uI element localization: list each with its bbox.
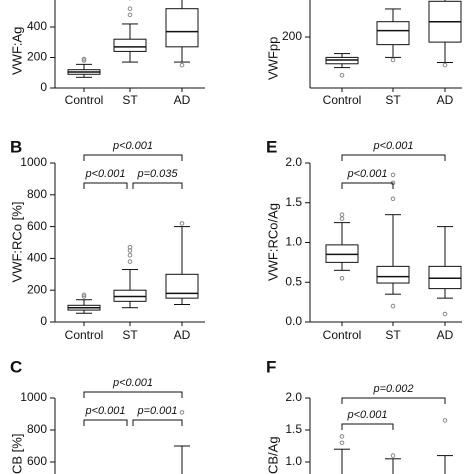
y-tick-label: 1000: [20, 390, 47, 404]
significance-bracket: [83, 182, 128, 189]
x-tick-label: AD: [174, 93, 191, 107]
panel-letter: B: [10, 137, 22, 156]
y-tick-label: 200: [282, 29, 302, 43]
x-tick-label: Control: [65, 93, 104, 107]
y-tick-label: 600: [27, 454, 47, 468]
y-tick-label: 400: [27, 251, 47, 265]
x-tick-label: Control: [323, 328, 362, 342]
x-tick-label: AD: [437, 93, 454, 107]
y-tick-label: 800: [27, 422, 47, 436]
outlier: [81, 294, 87, 299]
outlier: [390, 196, 396, 202]
outlier: [339, 212, 345, 217]
y-axis-label: VWF:RCo [%]: [9, 202, 24, 283]
y-axis-label: VWF:RCo/Ag: [265, 203, 280, 281]
outlier: [179, 221, 185, 226]
panel-letter: E: [266, 137, 277, 156]
outlier: [127, 252, 133, 258]
y-tick-label: 2.0: [285, 390, 302, 404]
y-tick-label: 1.0: [285, 454, 302, 468]
y-axis-label: CB/Ag: [265, 436, 280, 474]
outlier: [390, 57, 396, 63]
p-value: p<0.001: [84, 405, 125, 417]
x-tick-label: ST: [385, 328, 401, 342]
box: [325, 244, 359, 263]
p-value: p<0.001: [372, 140, 413, 152]
outlier: [81, 56, 87, 62]
y-axis-label: VWFpp: [265, 37, 280, 80]
y-tick-label: 200: [27, 282, 47, 296]
outlier: [127, 12, 133, 18]
outlier: [339, 275, 345, 281]
significance-bracket: [83, 391, 183, 398]
significance-bracket: [341, 397, 446, 404]
y-tick-label: 1.0: [285, 235, 302, 249]
outlier: [127, 244, 133, 250]
outlier: [179, 410, 185, 415]
x-tick-label: Control: [323, 93, 362, 107]
y-tick-label: 0.5: [285, 274, 302, 288]
significance-bracket: [341, 423, 394, 430]
box: [113, 38, 147, 52]
outlier: [339, 440, 345, 446]
x-tick-label: Control: [65, 328, 104, 342]
outlier: [390, 172, 396, 178]
y-tick-label: 1.5: [285, 195, 302, 209]
y-tick-label: 800: [27, 187, 47, 201]
outlier: [81, 292, 87, 298]
box: [376, 265, 410, 284]
outlier: [179, 62, 185, 68]
x-tick-label: AD: [174, 328, 191, 342]
y-tick-label: 0: [40, 314, 47, 328]
x-tick-label: ST: [122, 93, 138, 107]
p-value: p<0.001: [112, 377, 153, 389]
y-tick-label: 0: [40, 80, 47, 94]
box: [165, 273, 199, 299]
box: [165, 8, 199, 48]
p-value: p=0.001: [136, 405, 177, 417]
significance-bracket: [132, 419, 183, 426]
outlier: [339, 434, 345, 439]
panel-letter: F: [266, 357, 276, 376]
y-axis-label: CB [%]: [9, 434, 24, 474]
significance-bracket: [83, 419, 128, 426]
p-value: p<0.001: [84, 168, 125, 180]
box: [113, 289, 147, 302]
outlier: [81, 58, 87, 63]
y-tick-label: 200: [27, 50, 47, 64]
significance-bracket: [341, 182, 394, 189]
outlier: [127, 259, 133, 264]
x-tick-label: ST: [122, 328, 138, 342]
outlier: [442, 311, 448, 317]
p-value: p=0.035: [136, 168, 178, 180]
p-value: p<0.001: [112, 140, 153, 152]
x-tick-label: ST: [385, 93, 401, 107]
y-tick-label: 400: [27, 19, 47, 33]
y-tick-label: 1000: [20, 155, 47, 169]
outlier: [390, 303, 396, 309]
significance-bracket: [132, 182, 183, 189]
p-value: p<0.001: [346, 409, 387, 421]
x-tick-label: AD: [437, 328, 454, 342]
panel-letter: C: [10, 357, 22, 376]
y-tick-label: 2.0: [285, 155, 302, 169]
outlier: [339, 72, 345, 78]
outlier: [390, 453, 396, 458]
p-value: p=0.002: [372, 383, 413, 395]
y-tick-label: 1.5: [285, 422, 302, 436]
box: [428, 265, 462, 290]
outlier: [442, 418, 448, 423]
y-axis-label: VWF:Ag: [9, 27, 24, 75]
p-value: p<0.001: [346, 168, 387, 180]
y-tick-label: 0.0: [285, 314, 302, 328]
significance-bracket: [341, 154, 446, 161]
box: [376, 21, 410, 46]
y-tick-label: 600: [27, 219, 47, 233]
significance-bracket: [83, 154, 183, 161]
outlier: [442, 62, 448, 68]
outlier: [127, 6, 133, 11]
outlier: [339, 216, 345, 221]
